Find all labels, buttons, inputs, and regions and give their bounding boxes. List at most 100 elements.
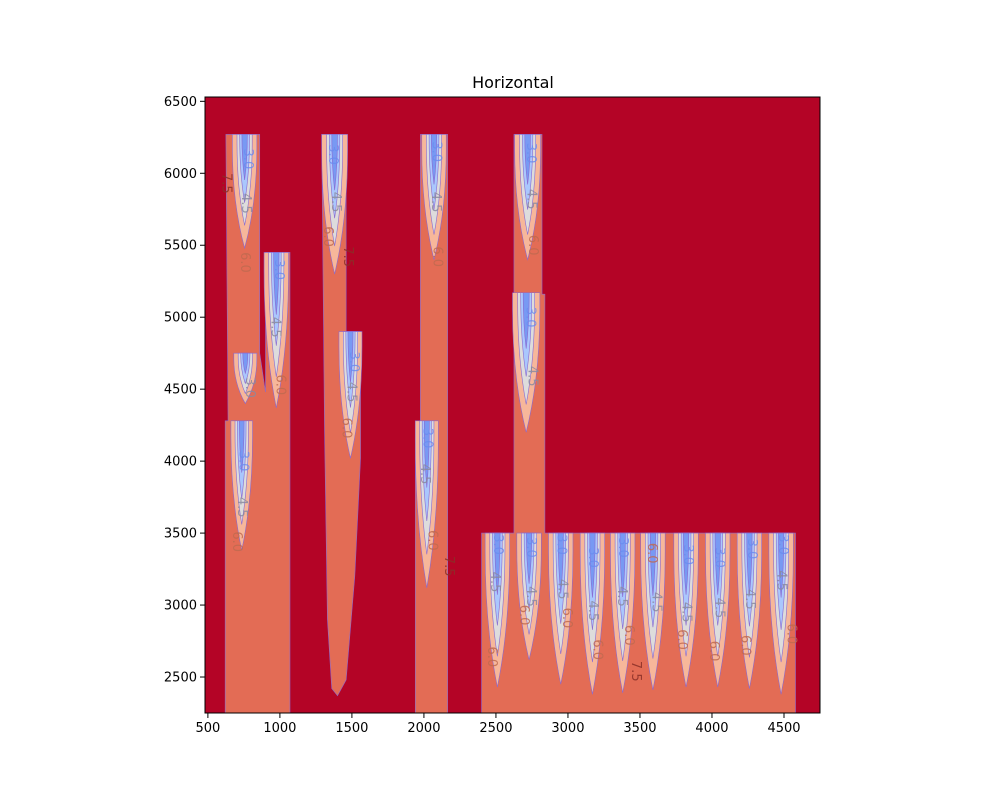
contour-label-29: 4.5 bbox=[524, 366, 539, 387]
contour-region-1-5-0 bbox=[241, 134, 248, 180]
contour-label-35: 6.0 bbox=[516, 605, 531, 626]
plot-area: 3.04.56.07.53.04.56.03.03.04.56.03.04.56… bbox=[205, 97, 820, 713]
contour-label-18: 3.0 bbox=[429, 141, 444, 162]
y-tick-label-5: 5000 bbox=[164, 311, 197, 326]
contour-region-1-5-1 bbox=[273, 252, 280, 315]
contour-label-56: 6.0 bbox=[738, 635, 753, 656]
contour-label-57: 3.0 bbox=[775, 534, 790, 555]
contour-region-1-5-11 bbox=[526, 532, 533, 584]
contour-label-12: 4.5 bbox=[328, 192, 343, 213]
contour-region-1-5-8 bbox=[524, 134, 531, 185]
contour-label-11: 3.0 bbox=[325, 144, 340, 165]
contour-label-7: 3.0 bbox=[242, 377, 257, 398]
contour-label-50: 6.0 bbox=[674, 629, 689, 650]
contour-label-45: 7.5 bbox=[628, 661, 643, 682]
contour-label-54: 3.0 bbox=[744, 539, 759, 560]
y-tick-label-4: 4500 bbox=[164, 383, 197, 398]
contour-label-58: 4.5 bbox=[774, 570, 789, 591]
y-tick-label-8: 6500 bbox=[164, 95, 197, 110]
x-tick-label-4: 2500 bbox=[479, 721, 512, 736]
y-tick-label-0: 2500 bbox=[164, 671, 197, 686]
contour-label-55: 4.5 bbox=[742, 589, 757, 610]
contour-region-1-5-19 bbox=[778, 532, 785, 598]
contour-label-9: 4.5 bbox=[234, 497, 249, 518]
contour-label-42: 3.0 bbox=[615, 537, 630, 558]
contour-label-47: 4.5 bbox=[648, 592, 663, 613]
x-tick-label-7: 4000 bbox=[695, 721, 728, 736]
contour-label-33: 3.0 bbox=[523, 537, 538, 558]
contour-label-43: 4.5 bbox=[614, 586, 629, 607]
y-tick-label-7: 6000 bbox=[164, 167, 197, 182]
contour-region-1-5-7 bbox=[423, 420, 430, 488]
contour-region-1-5-2 bbox=[242, 352, 249, 375]
contour-label-27: 6.0 bbox=[525, 235, 540, 256]
y-tick-label-1: 3000 bbox=[164, 599, 197, 614]
contour-region-1-5-10 bbox=[494, 532, 501, 595]
contour-label-39: 3.0 bbox=[585, 547, 600, 568]
contour-label-38: 6.0 bbox=[559, 608, 574, 629]
y-tick-label-6: 5500 bbox=[164, 239, 197, 254]
contour-region-7-5-1 bbox=[321, 134, 361, 697]
contour-label-22: 4.5 bbox=[417, 464, 432, 485]
x-tick-label-8: 4500 bbox=[767, 721, 800, 736]
contour-label-31: 4.5 bbox=[487, 572, 502, 593]
contour-region-1-5-9 bbox=[522, 292, 530, 349]
contour-label-17: 6.0 bbox=[339, 418, 354, 439]
contour-label-46: 6.0 bbox=[644, 543, 659, 564]
contour-label-34: 4.5 bbox=[523, 586, 538, 607]
contour-label-4: 3.0 bbox=[271, 259, 286, 280]
contour-label-25: 3.0 bbox=[523, 143, 538, 164]
contour-region-1-5-17 bbox=[714, 532, 721, 595]
x-axis: 500 1000 1500 2000 2500 3000 3500 4000 4500 bbox=[195, 713, 801, 736]
y-tick-label-2: 3500 bbox=[164, 527, 197, 542]
x-tick-label-2: 1500 bbox=[335, 721, 368, 736]
axes-frame bbox=[204, 96, 821, 714]
contour-label-21: 3.0 bbox=[419, 428, 434, 449]
contour-label-28: 3.0 bbox=[522, 307, 537, 328]
contour-label-3: 7.5 bbox=[218, 173, 233, 194]
contour-label-52: 4.5 bbox=[712, 598, 727, 619]
x-tick-label-1: 1000 bbox=[263, 721, 296, 736]
contour-label-53: 6.0 bbox=[706, 641, 721, 662]
x-tick-label-0: 500 bbox=[195, 721, 220, 736]
contour-label-48: 3.0 bbox=[680, 544, 695, 565]
contour-label-10: 6.0 bbox=[229, 531, 244, 552]
x-tick-label-6: 3500 bbox=[623, 721, 656, 736]
contour-region-1-5-18 bbox=[746, 532, 753, 596]
contour-label-6: 6.0 bbox=[272, 375, 287, 396]
contour-label-13: 6.0 bbox=[320, 226, 335, 247]
contour-label-2: 6.0 bbox=[237, 252, 252, 273]
contour-label-36: 3.0 bbox=[553, 534, 568, 555]
contour-label-16: 4.5 bbox=[344, 382, 359, 403]
contour-label-59: 6.0 bbox=[784, 623, 799, 644]
contour-label-37: 4.5 bbox=[555, 579, 570, 600]
y-tick-label-3: 4000 bbox=[164, 455, 197, 470]
contour-region-1-5-3 bbox=[239, 420, 245, 473]
contour-label-20: 6.0 bbox=[429, 246, 444, 267]
y-axis: 2500 3000 3500 4000 4500 5000 5500 6000 6500 bbox=[164, 95, 205, 686]
contour-region-1-5-6 bbox=[431, 134, 437, 185]
contour-label-49: 4.5 bbox=[679, 602, 694, 623]
contour-label-44: 6.0 bbox=[621, 625, 636, 646]
contour-label-32: 6.0 bbox=[484, 647, 499, 668]
contour-region-1-5-12 bbox=[557, 532, 564, 594]
contour-region-1-5-4 bbox=[331, 134, 338, 191]
contour-region-1-5-16 bbox=[683, 532, 690, 595]
contour-label-26: 4.5 bbox=[524, 189, 539, 210]
contour-label-41: 6.0 bbox=[589, 639, 604, 660]
contour-label-15: 3.0 bbox=[346, 351, 361, 372]
contour-label-30: 3.0 bbox=[490, 534, 505, 555]
x-tick-label-3: 2000 bbox=[407, 721, 440, 736]
contour-label-40: 4.5 bbox=[585, 600, 600, 621]
x-tick-label-5: 3000 bbox=[551, 721, 584, 736]
contour-label-51: 3.0 bbox=[712, 547, 727, 568]
contour-label-24: 7.5 bbox=[441, 556, 456, 577]
contour-region-1-5-13 bbox=[589, 532, 596, 598]
contour-region-1-5-5 bbox=[347, 331, 354, 383]
contour-region-1-5-14 bbox=[619, 532, 626, 598]
contour-label-23: 6.0 bbox=[424, 530, 439, 551]
contour-label-0: 3.0 bbox=[240, 149, 255, 170]
contour-label-8: 3.0 bbox=[236, 451, 251, 472]
contour-region-1-5-15 bbox=[649, 532, 656, 596]
